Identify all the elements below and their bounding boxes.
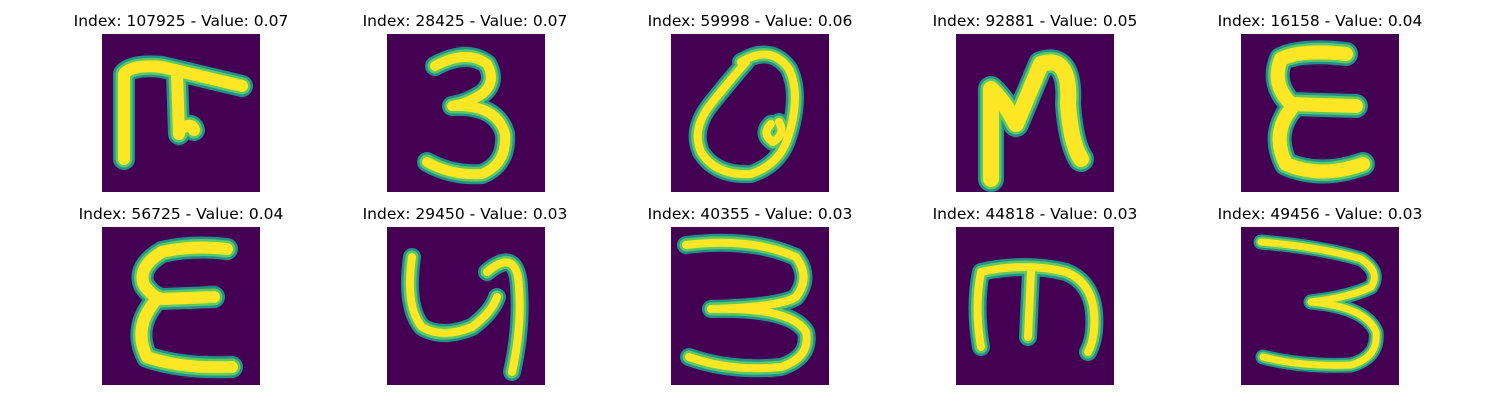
digit-image-8 [671,227,829,385]
panel-title-8: Index: 40355 - Value: 0.03 [647,205,853,223]
panel-title-6: Index: 56725 - Value: 0.04 [78,205,284,223]
digit-image-10 [1241,227,1399,385]
panel-title-9: Index: 44818 - Value: 0.03 [932,205,1138,223]
panel-7 [387,227,545,385]
panel-2 [387,34,545,192]
digit-3-icon [387,34,545,192]
e-shape-icon [102,227,260,385]
n-shape-icon [956,34,1114,192]
panel-6 [102,227,260,385]
panel-title-1: Index: 107925 - Value: 0.07 [73,12,289,30]
digit-image-5 [1241,34,1399,192]
panel-4 [956,34,1114,192]
panel-3 [671,34,829,192]
digit-3-icon [671,227,829,385]
y-shape-icon [387,227,545,385]
panel-title-4: Index: 92881 - Value: 0.05 [932,12,1138,30]
digit-image-9 [956,227,1114,385]
panel-title-3: Index: 59998 - Value: 0.06 [647,12,853,30]
panel-title-5: Index: 16158 - Value: 0.04 [1217,12,1423,30]
panel-9 [956,227,1114,385]
digit-3-icon [1241,227,1399,385]
digit-image-4 [956,34,1114,192]
e-shape-icon [1241,34,1399,192]
m-shape-icon [956,227,1114,385]
digit-image-1 [102,34,260,192]
digit-image-3 [671,34,829,192]
digit-image-2 [387,34,545,192]
panel-title-2: Index: 28425 - Value: 0.07 [362,12,568,30]
digit-image-7 [387,227,545,385]
panel-10 [1241,227,1399,385]
digit-image-6 [102,227,260,385]
stroke-shape-1-icon [102,34,260,192]
loop-shape-icon [671,34,829,192]
panel-title-7: Index: 29450 - Value: 0.03 [362,205,568,223]
panel-1 [102,34,260,192]
panel-title-10: Index: 49456 - Value: 0.03 [1217,205,1423,223]
panel-5 [1241,34,1399,192]
panel-8 [671,227,829,385]
